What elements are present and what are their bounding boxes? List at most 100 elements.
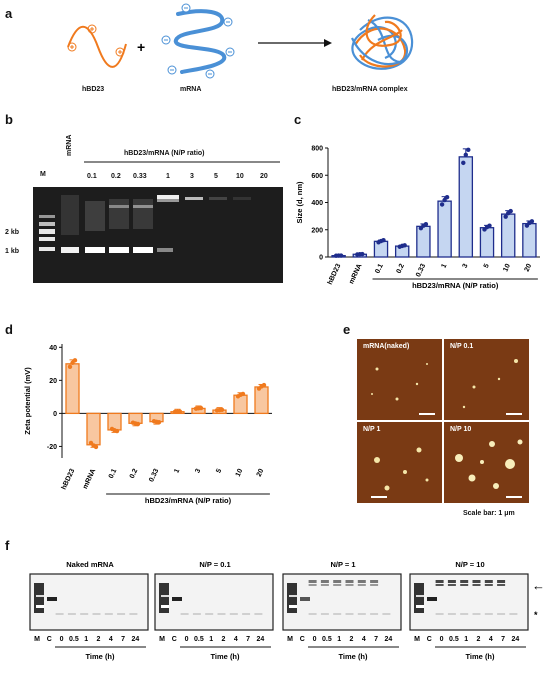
lane-label: 2 bbox=[222, 636, 226, 643]
panel-d-letter: d bbox=[5, 322, 13, 337]
complex-band bbox=[484, 580, 493, 583]
complex-band bbox=[333, 580, 342, 583]
data-point bbox=[261, 382, 267, 388]
mrna-strand bbox=[174, 9, 227, 74]
category-label: mRNA bbox=[348, 263, 363, 285]
marker-band bbox=[159, 583, 169, 613]
negative-charge-icon bbox=[161, 3, 235, 79]
data-point bbox=[381, 238, 386, 243]
lane-label: 0.5 bbox=[194, 636, 204, 643]
complex-band bbox=[435, 584, 444, 586]
data-point bbox=[503, 214, 508, 219]
complex-band bbox=[370, 584, 379, 586]
complex-band bbox=[308, 580, 317, 583]
gel-b-image bbox=[33, 187, 283, 283]
category-label: 0.1 bbox=[374, 263, 385, 275]
complex-band bbox=[308, 584, 317, 586]
time-axis-label: Time (h) bbox=[338, 652, 368, 661]
gel-title: N/P = 0.1 bbox=[199, 560, 230, 569]
category-label: 0.33 bbox=[148, 468, 160, 483]
control-band bbox=[427, 597, 437, 601]
data-point bbox=[219, 407, 225, 413]
sample-band bbox=[117, 613, 126, 615]
sample-band bbox=[55, 613, 64, 615]
afm-tile-np01: N/P 0.1 bbox=[443, 338, 530, 421]
y-tick-label: 20 bbox=[49, 378, 57, 385]
afm-tile-label: mRNA(naked) bbox=[363, 343, 410, 350]
category-label: 1 bbox=[440, 263, 448, 270]
sample-band bbox=[460, 613, 469, 615]
lane-label: 7 bbox=[246, 636, 250, 643]
sample-band bbox=[447, 613, 456, 615]
data-point bbox=[67, 364, 73, 369]
sample-band bbox=[192, 613, 201, 615]
complex-band bbox=[472, 580, 481, 583]
category-label: 20 bbox=[524, 263, 534, 273]
complex-band bbox=[447, 584, 456, 586]
lane-label: C bbox=[427, 636, 432, 643]
y-tick-label: 0 bbox=[319, 255, 323, 262]
lane-label: 0.5 bbox=[322, 636, 332, 643]
sample-band bbox=[80, 613, 89, 615]
lane-label: 0.33 bbox=[133, 173, 147, 180]
gel-frame bbox=[282, 573, 402, 631]
lane-label: 2 bbox=[477, 636, 481, 643]
marker-band bbox=[416, 595, 424, 597]
sample-band bbox=[333, 613, 342, 615]
lane-label: 4 bbox=[489, 636, 493, 643]
lane-label: 1 bbox=[209, 636, 213, 643]
time-axis-label: Time (h) bbox=[85, 652, 115, 661]
sample-band bbox=[435, 613, 444, 615]
complex-band bbox=[345, 584, 354, 586]
sample-band bbox=[308, 613, 317, 615]
complex-band bbox=[357, 584, 366, 586]
bar bbox=[86, 412, 101, 446]
complex-band bbox=[497, 580, 506, 583]
sample-band bbox=[92, 613, 101, 615]
marker-band bbox=[161, 605, 169, 608]
complex-band bbox=[333, 584, 342, 586]
sample-band bbox=[217, 613, 226, 615]
bar bbox=[65, 363, 80, 415]
marker-band bbox=[414, 583, 424, 613]
afm-tile-np1: N/P 1 bbox=[356, 421, 443, 504]
y-tick-label: -20 bbox=[47, 444, 57, 451]
gel-frame bbox=[409, 573, 529, 631]
gel-title: Naked mRNA bbox=[66, 560, 114, 569]
category-label: 0.1 bbox=[108, 468, 119, 480]
bar bbox=[458, 156, 474, 258]
complex-band bbox=[370, 580, 379, 583]
lane-label: 0 bbox=[185, 636, 189, 643]
category-label: hBD23 bbox=[61, 468, 77, 491]
data-point bbox=[402, 243, 407, 248]
data-point bbox=[338, 253, 344, 258]
lane-label: 10 bbox=[236, 173, 244, 180]
data-point bbox=[487, 223, 492, 228]
afm-particles bbox=[371, 363, 435, 415]
sample-band bbox=[382, 613, 391, 615]
data-point bbox=[114, 428, 120, 434]
lane-label: 1 bbox=[337, 636, 341, 643]
lane-label: 7 bbox=[121, 636, 125, 643]
lane-label: 4 bbox=[362, 636, 366, 643]
sample-band bbox=[370, 613, 379, 615]
free-mrna-star: * bbox=[534, 610, 538, 620]
data-point bbox=[461, 160, 466, 166]
sample-band bbox=[345, 613, 354, 615]
data-point bbox=[135, 421, 141, 427]
category-label: 1 bbox=[173, 468, 181, 475]
complex-band bbox=[472, 584, 481, 586]
lane-label: 5 bbox=[214, 173, 218, 180]
category-label: 5 bbox=[483, 263, 491, 270]
category-label: 0.2 bbox=[129, 468, 140, 480]
lane-label: M bbox=[34, 636, 40, 643]
panel-a-letter: a bbox=[5, 6, 13, 21]
sample-band bbox=[180, 613, 189, 615]
lane-label: 24 bbox=[257, 636, 265, 643]
lane-label: C bbox=[172, 636, 177, 643]
group-label: hBD23/mRNA (N/P ratio) bbox=[145, 496, 232, 505]
size-chart: 0 200 400 600 800 hBD23 mRNA 0.1 0.2 0.33 1 3 5 10 20 S… bbox=[295, 146, 540, 290]
category-label: mRNA bbox=[82, 468, 97, 490]
gel-b-mrna-label: mRNA bbox=[66, 134, 73, 156]
category-label: 10 bbox=[502, 263, 512, 273]
